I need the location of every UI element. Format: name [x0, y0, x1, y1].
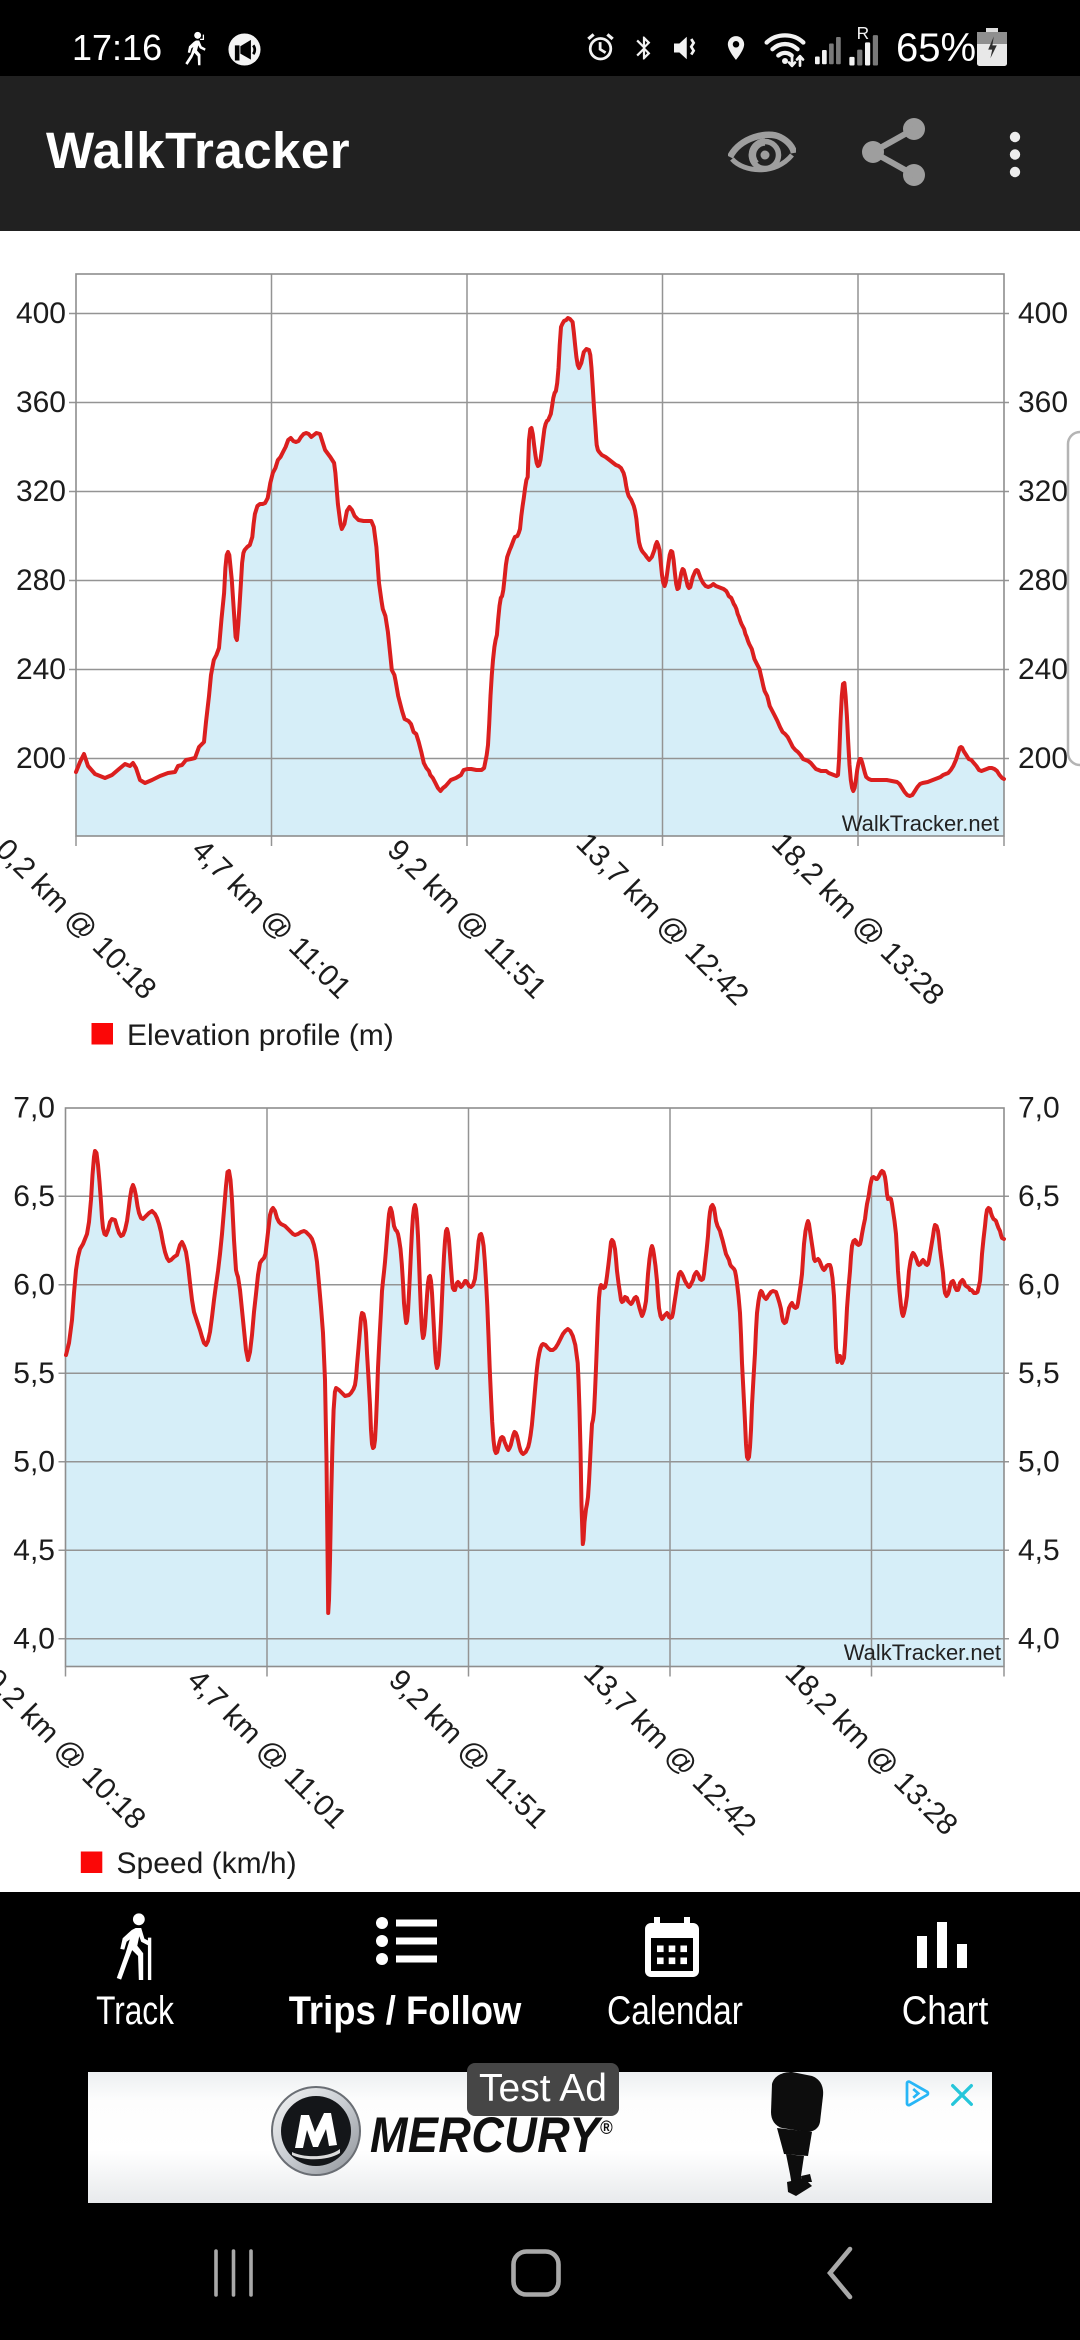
svg-text:5,5: 5,5 — [1018, 1357, 1060, 1390]
svg-text:4,5: 4,5 — [1018, 1534, 1060, 1567]
svg-text:9,2 km @ 11:51: 9,2 km @ 11:51 — [382, 1663, 554, 1835]
svg-text:240: 240 — [1018, 653, 1068, 686]
svg-text:400: 400 — [16, 297, 66, 330]
svg-text:13,7 km @ 12:42: 13,7 km @ 12:42 — [577, 1657, 762, 1842]
svg-text:5,0: 5,0 — [13, 1445, 55, 1478]
svg-text:R: R — [857, 25, 870, 43]
svg-text:240: 240 — [16, 653, 66, 686]
svg-text:7,0: 7,0 — [13, 1092, 55, 1125]
svg-text:4,7 km @ 11:01: 4,7 km @ 11:01 — [181, 1663, 353, 1835]
svg-text:4,5: 4,5 — [13, 1534, 55, 1567]
svg-text:4,0: 4,0 — [13, 1622, 55, 1655]
svg-text:13,7 km @ 12:42: 13,7 km @ 12:42 — [570, 827, 755, 1012]
svg-text:320: 320 — [1018, 475, 1068, 508]
svg-text:7,0: 7,0 — [1018, 1092, 1060, 1125]
svg-text:Speed (km/h): Speed (km/h) — [117, 1847, 297, 1880]
svg-text:4,7 km @ 11:01: 4,7 km @ 11:01 — [185, 833, 357, 1005]
svg-text:280: 280 — [1018, 564, 1068, 597]
svg-text:320: 320 — [16, 475, 66, 508]
svg-text:9,2 km @ 11:51: 9,2 km @ 11:51 — [381, 833, 553, 1005]
svg-text:18,2 km @ 13:28: 18,2 km @ 13:28 — [765, 827, 950, 1012]
svg-text:6,0: 6,0 — [13, 1268, 55, 1301]
svg-text:18,2 km @ 13:28: 18,2 km @ 13:28 — [779, 1657, 964, 1842]
svg-text:6,5: 6,5 — [13, 1180, 55, 1213]
svg-text:200: 200 — [16, 742, 66, 775]
svg-text:6,0: 6,0 — [1018, 1268, 1060, 1301]
svg-text:0,2 km @ 10:18: 0,2 km @ 10:18 — [0, 1663, 152, 1836]
svg-text:5,0: 5,0 — [1018, 1445, 1060, 1478]
svg-text:360: 360 — [16, 386, 66, 419]
svg-text:WalkTracker.net: WalkTracker.net — [842, 811, 999, 836]
svg-text:200: 200 — [1018, 742, 1068, 775]
svg-text:WalkTracker.net: WalkTracker.net — [844, 1640, 1001, 1665]
svg-text:400: 400 — [1018, 297, 1068, 330]
svg-text:5,5: 5,5 — [13, 1357, 55, 1390]
svg-text:Elevation profile (m): Elevation profile (m) — [127, 1019, 394, 1052]
svg-text:0,2 km @ 10:18: 0,2 km @ 10:18 — [0, 833, 162, 1006]
svg-text:6,5: 6,5 — [1018, 1180, 1060, 1213]
svg-text:280: 280 — [16, 564, 66, 597]
svg-text:360: 360 — [1018, 386, 1068, 419]
svg-text:4,0: 4,0 — [1018, 1622, 1060, 1655]
